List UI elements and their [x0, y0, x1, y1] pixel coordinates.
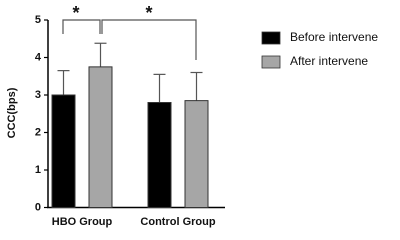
- significance-bracket: [101, 19, 197, 60]
- y-axis-label: CCC(bps): [6, 87, 18, 138]
- x-tick-label: HBO Group: [52, 216, 113, 228]
- legend-swatch: [261, 31, 281, 45]
- y-tick-label: 3: [35, 89, 41, 101]
- bar: [88, 66, 113, 208]
- legend-label: After intervene: [290, 54, 368, 68]
- significance-bracket: [62, 19, 101, 34]
- legend-label: Before intervene: [290, 30, 378, 44]
- legend-swatch: [261, 55, 281, 69]
- significance-star: *: [145, 3, 152, 23]
- y-tick-label: 2: [35, 126, 41, 138]
- y-tick-label: 5: [35, 14, 41, 26]
- y-tick-label: 0: [35, 201, 41, 213]
- x-tick-label: Control Group: [140, 216, 215, 228]
- significance-star: *: [72, 3, 79, 23]
- y-tick-label: 4: [35, 51, 42, 63]
- bar: [147, 102, 172, 208]
- y-tick-label: 1: [35, 164, 41, 176]
- chart: CCC(bps) * * 0 1 2 3 4 5 HBO Group Control Grou…: [6, 3, 378, 228]
- bar: [184, 100, 209, 208]
- bar: [51, 94, 76, 208]
